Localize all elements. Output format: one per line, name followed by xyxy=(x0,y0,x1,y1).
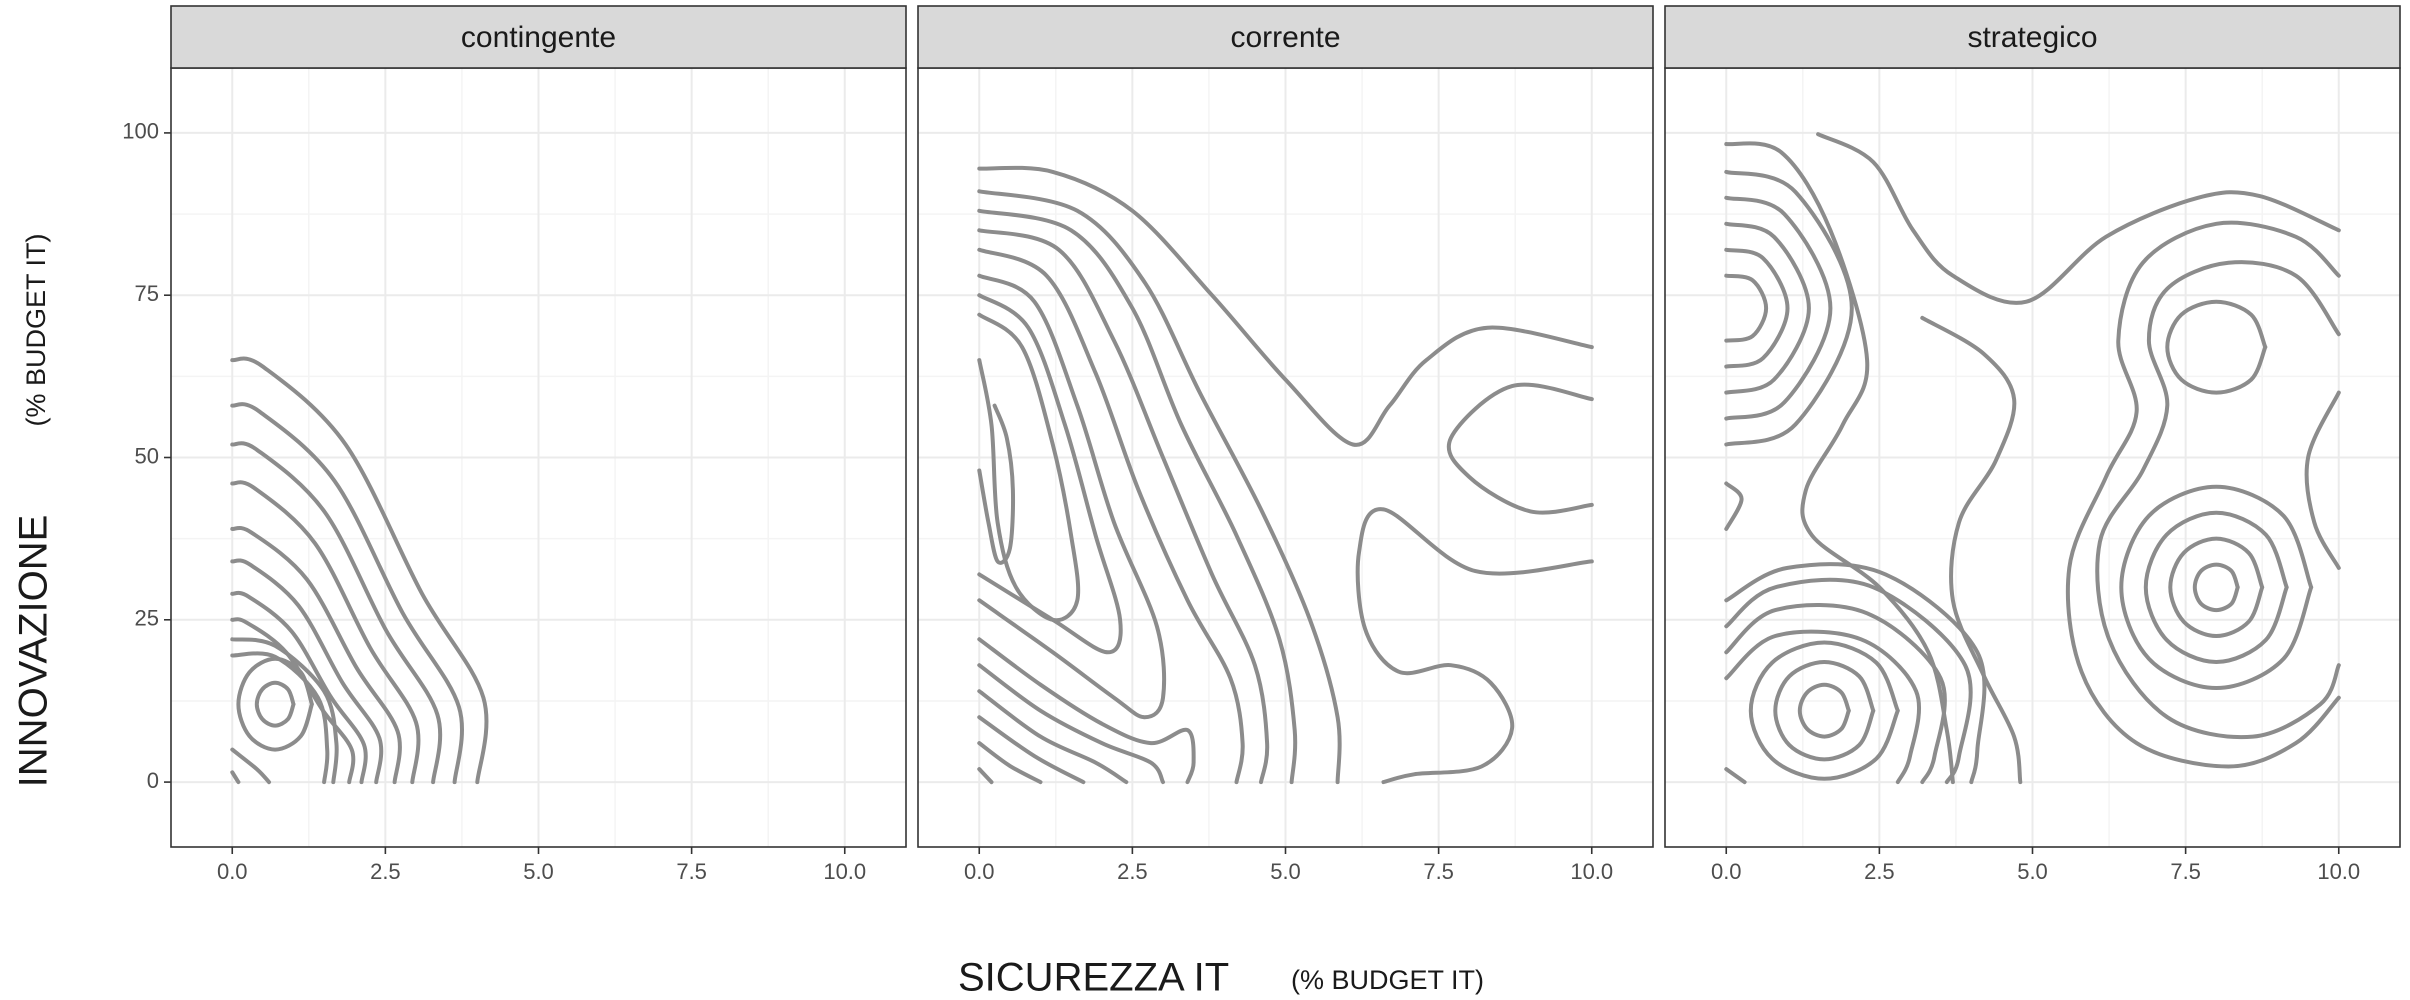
contour-line xyxy=(977,273,1167,720)
strip xyxy=(170,5,907,69)
x-tick-label: 10.0 xyxy=(823,859,866,884)
contour-line xyxy=(977,208,1298,785)
x-tick-label: 5.0 xyxy=(1270,859,1301,884)
contour-line xyxy=(2065,220,2341,769)
contour-line xyxy=(1724,195,1833,421)
contour-line xyxy=(977,228,1270,785)
contour-line xyxy=(1748,640,1900,781)
x-tick-label: 2.5 xyxy=(1864,859,1895,884)
contour-line xyxy=(1724,629,1921,785)
contour-line xyxy=(1724,577,1973,785)
contour-line xyxy=(2168,536,2265,638)
contour-line xyxy=(977,767,994,785)
contour-line xyxy=(1724,273,1769,343)
contour-line xyxy=(1920,315,2023,785)
strip xyxy=(917,5,1654,69)
x-tick-label: 0.0 xyxy=(964,859,995,884)
contour-line xyxy=(977,663,1165,785)
x-axis-title: SICUREZZA IT xyxy=(958,956,1229,1000)
x-tick-label: 5.0 xyxy=(523,859,554,884)
contour-line xyxy=(230,637,339,785)
x-tick-label: 7.5 xyxy=(1423,859,1454,884)
y-tick-label: 100 xyxy=(122,119,159,144)
contour-line xyxy=(230,480,421,785)
x-tick-label: 0.0 xyxy=(217,859,248,884)
contour-line xyxy=(977,312,1081,623)
contour-line xyxy=(1724,602,1947,785)
contour-line xyxy=(2095,260,2341,740)
contour-line xyxy=(230,525,402,785)
y-axis-title: INNOVAZIONE xyxy=(12,515,56,788)
contour-line xyxy=(1724,247,1790,369)
contour-line xyxy=(1773,660,1876,762)
x-tick-label: 7.5 xyxy=(676,859,707,884)
contour-line xyxy=(1724,221,1811,395)
contour-line xyxy=(1816,132,2341,305)
strip xyxy=(1664,5,2401,69)
x-tick-label: 2.5 xyxy=(1117,859,1148,884)
x-axis-unit: (% BUDGET IT) xyxy=(1291,965,1484,995)
x-tick-label: 5.0 xyxy=(2017,859,2048,884)
contour-line xyxy=(230,770,241,785)
y-tick-label: 25 xyxy=(135,606,159,631)
contour-line xyxy=(977,403,1016,565)
contour-line xyxy=(977,715,1086,785)
contour-line xyxy=(2119,484,2314,690)
contour-line xyxy=(230,441,443,785)
strip-label: contingente xyxy=(461,21,616,54)
contour-line xyxy=(2304,390,2341,570)
contour-line xyxy=(236,656,314,752)
y-axis-unit: (% BUDGET IT) xyxy=(21,233,51,426)
x-tick-label: 7.5 xyxy=(2170,859,2201,884)
x-tick-label: 10.0 xyxy=(1570,859,1613,884)
y-tick-label: 50 xyxy=(135,443,159,468)
panel-plot xyxy=(977,165,1594,785)
contour-line xyxy=(254,680,296,728)
panel-plot xyxy=(1724,132,2341,785)
x-tick-label: 0.0 xyxy=(1711,859,1742,884)
contour-line xyxy=(230,747,271,785)
contour-line xyxy=(1355,507,1594,785)
contour-line xyxy=(230,651,330,785)
contour-line xyxy=(230,590,368,785)
contour-line xyxy=(2165,299,2268,395)
contour-line xyxy=(2192,562,2240,613)
strip-label: strategico xyxy=(1967,21,2097,54)
contour-line xyxy=(977,741,1043,785)
contour-line xyxy=(230,402,464,785)
strip-label: corrente xyxy=(1230,21,1340,54)
y-tick-label: 0 xyxy=(147,768,159,793)
contour-line xyxy=(1724,169,1854,447)
contour-line xyxy=(977,689,1129,785)
contour-line xyxy=(1724,481,1744,531)
contour-line xyxy=(977,247,1245,785)
contour-line xyxy=(977,637,1196,785)
contour-line xyxy=(977,189,1342,785)
panel-plot xyxy=(230,356,489,785)
contour-line xyxy=(230,356,489,785)
contour-line xyxy=(1446,382,1594,515)
x-tick-label: 2.5 xyxy=(370,859,401,884)
contour-line xyxy=(1797,682,1851,739)
x-tick-label: 10.0 xyxy=(2317,859,2360,884)
contour-line xyxy=(1724,562,1987,785)
contour-line xyxy=(1724,767,1747,785)
contour-line xyxy=(230,558,384,785)
contour-line xyxy=(977,165,1594,447)
y-tick-label: 75 xyxy=(135,281,159,306)
contour-line xyxy=(2143,510,2289,664)
